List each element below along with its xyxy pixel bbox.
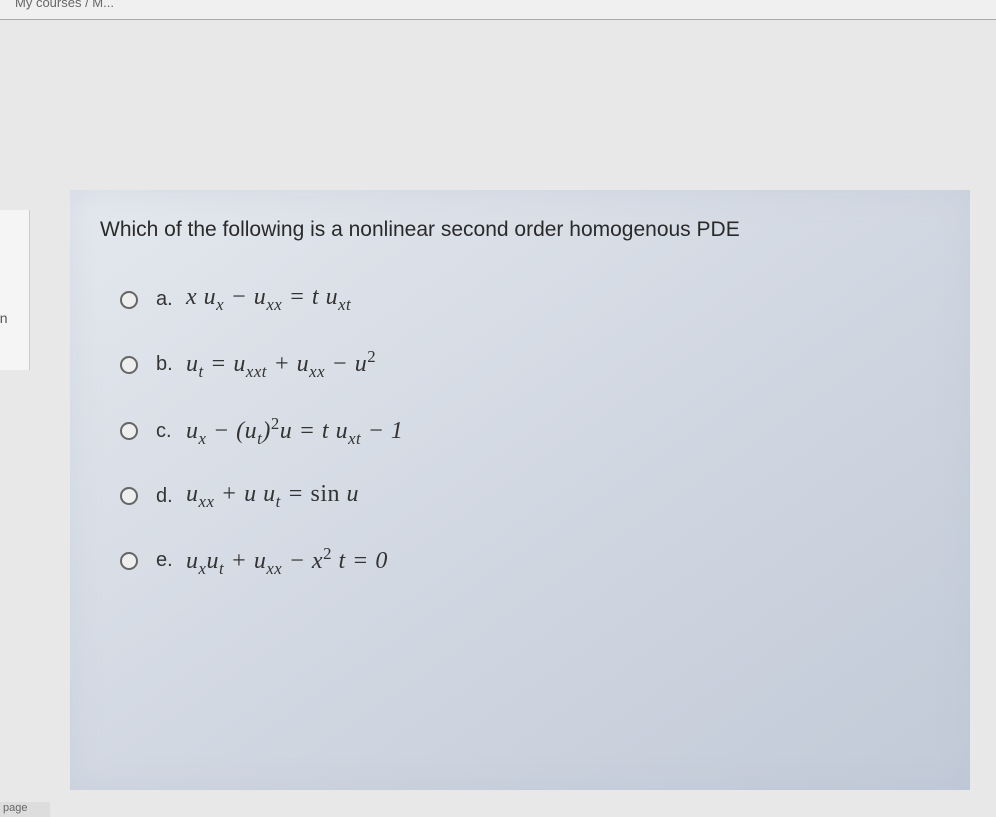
question-panel: Which of the following is a nonlinear se… [70, 190, 970, 790]
option-equation: ut = uxxt + uxx − u2 [186, 347, 376, 382]
content-area: f on Which of the following is a nonline… [0, 20, 996, 817]
question-prompt: Which of the following is a nonlinear se… [100, 215, 940, 244]
radio-e[interactable] [120, 552, 138, 570]
option-letter: b. [156, 353, 186, 376]
sidebar-fragment-bottom: on [0, 310, 8, 326]
option-letter: c. [156, 420, 186, 443]
option-equation: uxut + uxx − x2 t = 0 [186, 544, 388, 579]
radio-b[interactable] [120, 356, 138, 374]
option-b[interactable]: b. ut = uxxt + uxx − u2 [120, 347, 940, 382]
bottom-stub: page [0, 802, 50, 817]
sidebar-stub: f on [0, 210, 30, 370]
option-d[interactable]: d. uxx + u ut = sin u [120, 481, 940, 512]
radio-a[interactable] [120, 291, 138, 309]
radio-c[interactable] [120, 422, 138, 440]
radio-d[interactable] [120, 487, 138, 505]
option-equation: uxx + u ut = sin u [186, 481, 359, 512]
option-c[interactable]: c. ux − (ut)2u = t uxt − 1 [120, 414, 940, 449]
top-bar: My courses / M... [0, 0, 996, 20]
option-equation: ux − (ut)2u = t uxt − 1 [186, 414, 403, 449]
option-e[interactable]: e. uxut + uxx − x2 t = 0 [120, 544, 940, 579]
option-letter: e. [156, 549, 186, 572]
breadcrumb[interactable]: My courses / M... [15, 0, 114, 10]
option-a[interactable]: a. x ux − uxx = t uxt [120, 284, 940, 315]
option-letter: d. [156, 485, 186, 508]
options-list: a. x ux − uxx = t uxt b. ut = uxxt + uxx… [100, 284, 940, 578]
page-wrapper: My courses / M... f on Which of the foll… [0, 0, 996, 817]
option-equation: x ux − uxx = t uxt [186, 284, 351, 315]
option-letter: a. [156, 288, 186, 311]
